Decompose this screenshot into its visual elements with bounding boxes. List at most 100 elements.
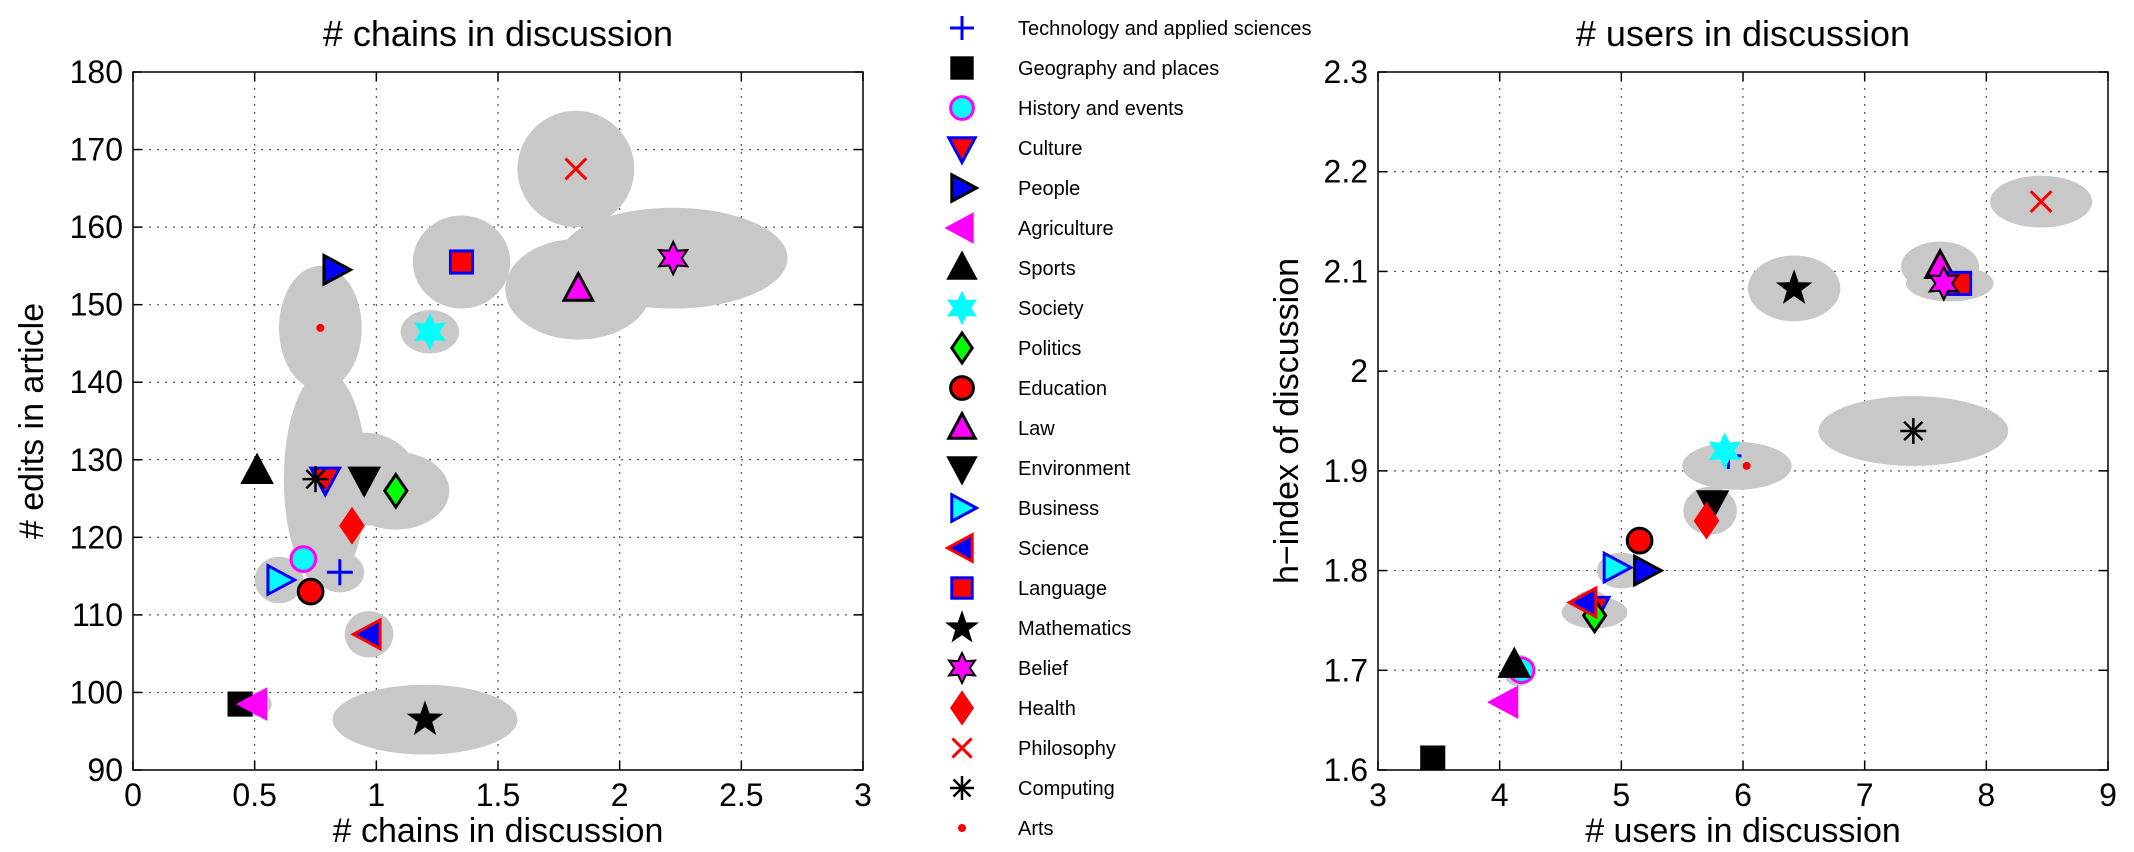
point-belief	[1927, 264, 1960, 302]
y-tick-label: 90	[87, 752, 123, 788]
legend-marker-business	[950, 492, 980, 524]
point-mathematics	[1775, 269, 1813, 304]
legend-entry-language: Language	[950, 576, 1107, 600]
legend-entry-agriculture: Agriculture	[944, 212, 1114, 244]
left-chart: 0 0.5 1 1.5 2 2.5 3 90 100 110 120 130 140 150 160 170 1…	[13, 13, 872, 850]
legend-entry-education: Education	[949, 375, 1107, 401]
legend-marker-philosophy	[951, 737, 973, 759]
legend-entry-philosophy: Philosophy	[951, 737, 1116, 760]
y-tick-label: 1.8	[1324, 553, 1368, 589]
legend-marker-mathematics	[945, 610, 979, 643]
legend-entry-health: Health	[949, 690, 1076, 726]
point-computing	[302, 466, 329, 493]
legend-label: Philosophy	[1018, 738, 1116, 760]
y-axis-label: # edits in article	[13, 303, 51, 539]
point-sports	[1497, 646, 1532, 678]
legend-entry-history-and-events: History and events	[949, 95, 1184, 121]
legend-marker-sports	[946, 250, 978, 280]
point-society	[1708, 432, 1741, 470]
y-tick-label: 1.9	[1324, 453, 1368, 489]
legend-marker-history-and-events	[949, 95, 975, 121]
spread-ellipse	[1682, 441, 1792, 490]
point-geography-and-places	[1420, 745, 1446, 771]
legend-label: Business	[1018, 498, 1099, 520]
legend-marker-environment	[946, 456, 978, 486]
legend-entry-computing: Computing	[950, 776, 1115, 800]
legend-label: Health	[1018, 698, 1076, 720]
point-health	[1693, 501, 1720, 540]
y-tick-label: 2.3	[1324, 54, 1368, 90]
point-agriculture	[235, 687, 268, 721]
plot-area	[133, 72, 863, 770]
x-tick-label: 3	[1369, 777, 1387, 813]
legend-entry-geography-and-places: Geography and places	[950, 56, 1219, 80]
legend-entry-law: Law	[946, 410, 1055, 440]
x-tick-label: 7	[1856, 777, 1874, 813]
point-politics	[382, 471, 409, 510]
point-education	[296, 577, 325, 606]
point-technology-and-applied-sciences	[326, 559, 353, 586]
legend-label: Computing	[1018, 778, 1115, 800]
legend-label: Politics	[1018, 338, 1081, 360]
legend-entry-people: People	[950, 172, 1080, 204]
y-tick-label: 160	[70, 209, 123, 245]
y-tick-label: 130	[70, 442, 123, 478]
point-people	[322, 252, 354, 287]
legend-entry-society: Society	[946, 290, 1084, 326]
y-tick-label: 1.7	[1324, 652, 1368, 688]
legend-entry-belief: Belief	[946, 650, 1068, 686]
x-tick-label: 8	[1977, 777, 1995, 813]
legend-label: Language	[1018, 578, 1107, 600]
legend-label: Sports	[1018, 258, 1076, 280]
legend-marker-society	[946, 290, 978, 326]
legend-label: People	[1018, 178, 1080, 200]
x-tick-label: 1.5	[476, 777, 520, 813]
legend: Technology and applied sciences Geography…	[944, 16, 1312, 840]
legend-label: Mathematics	[1018, 618, 1131, 640]
legend-entry-politics: Politics	[949, 330, 1081, 366]
point-health	[339, 506, 365, 545]
point-sports	[240, 452, 274, 484]
legend-label: Science	[1018, 538, 1089, 560]
x-tick-label: 5	[1612, 777, 1630, 813]
x-tick-label: 2	[611, 777, 629, 813]
point-people	[1633, 553, 1665, 588]
x-tick-label: 2.5	[719, 777, 763, 813]
y-tick-label: 180	[70, 54, 123, 90]
legend-label: Belief	[1018, 658, 1068, 680]
x-tick-label: 0.5	[232, 777, 276, 813]
x-tick-label: 6	[1734, 777, 1752, 813]
legend-entry-environment: Environment	[946, 456, 1131, 486]
legend-marker-technology-and-applied-sciences	[950, 16, 974, 40]
legend-marker-agriculture	[944, 212, 974, 244]
point-law	[561, 270, 596, 302]
point-business	[1602, 550, 1635, 585]
right-chart: 3 4 5 6 7 8 9 1.6 1.7 1.8 1.9 2 2.1 2.2 2.3 # users in …	[1268, 13, 2117, 850]
legend-entry-sports: Sports	[946, 250, 1076, 280]
y-tick-label: 2.2	[1324, 154, 1368, 190]
point-arts	[1742, 461, 1751, 470]
legend-marker-belief	[946, 650, 978, 686]
point-language	[448, 249, 475, 275]
legend-marker-language	[950, 576, 974, 600]
point-computing	[1900, 417, 1927, 444]
y-tick-label: 170	[70, 132, 123, 168]
points	[1420, 190, 2053, 771]
point-arts	[316, 323, 325, 332]
grid	[1378, 72, 2108, 770]
legend-label: History and events	[1018, 98, 1184, 120]
point-agriculture	[1486, 685, 1519, 720]
legend-marker-health	[949, 690, 975, 726]
legend-label: Culture	[1018, 138, 1082, 160]
point-belief	[657, 239, 690, 277]
legend-label: Technology and applied sciences	[1018, 18, 1312, 40]
legend-label: Education	[1018, 378, 1107, 400]
y-tick-label: 150	[70, 287, 123, 323]
legend-label: Agriculture	[1018, 218, 1114, 240]
legend-entry-arts: Arts	[958, 818, 1054, 840]
x-tick-label: 9	[2099, 777, 2117, 813]
legend-label: Arts	[1018, 818, 1054, 840]
y-tick-label: 100	[70, 674, 123, 710]
legend-label: Environment	[1018, 458, 1131, 480]
